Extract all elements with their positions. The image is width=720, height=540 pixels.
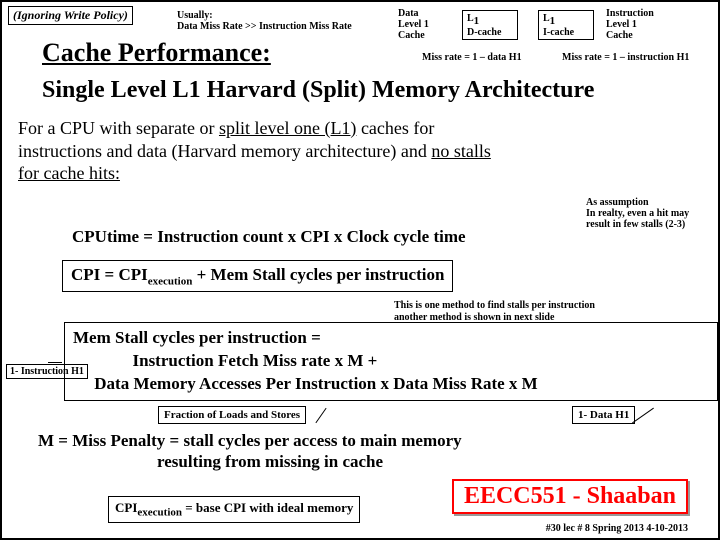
cpi-equation: CPI = CPIexecution + Mem Stall cycles pe… (62, 260, 453, 292)
instr-h1-box: 1- Instruction H1 (6, 364, 88, 379)
cpu-time-eq: CPUtime = Instruction count x CPI x Cloc… (72, 227, 466, 247)
data-h1-box: 1- Data H1 (572, 406, 635, 424)
ignore-policy-note: (Ignoring Write Policy) (8, 6, 133, 25)
body-text: For a CPU with separate or split level o… (18, 117, 706, 185)
title-1: Cache Performance: (42, 38, 271, 68)
connector-line-1 (48, 362, 62, 363)
data-cache-label: Data Level 1 Cache (394, 6, 433, 43)
connector-line-2 (315, 408, 326, 423)
assumption-note: As assumption In realty, even a hit may … (586, 197, 708, 230)
dcache-box: L1 D-cache (462, 10, 518, 40)
instr-cache-label: Instruction Level 1 Cache (602, 6, 658, 43)
usually-note: Usually: Data Miss Rate >> Instruction M… (177, 10, 352, 32)
miss-penalty-text: M = Miss Penalty = stall cycles per acce… (38, 430, 678, 473)
miss-rate-data: Miss rate = 1 – data H1 (422, 52, 522, 63)
slide-footer: #30 lec # 8 Spring 2013 4-10-2013 (546, 523, 688, 534)
method-note: This is one method to find stalls per in… (394, 300, 674, 323)
mem-stall-box: Mem Stall cycles per instruction = Instr… (64, 322, 718, 401)
miss-rate-instr: Miss rate = 1 – instruction H1 (562, 52, 689, 63)
title-2: Single Level L1 Harvard (Split) Memory A… (42, 77, 594, 104)
connector-line-3 (632, 408, 654, 424)
base-cpi-box: CPIexecution = base CPI with ideal memor… (108, 496, 360, 523)
icache-box: L1 I-cache (538, 10, 594, 40)
fraction-box: Fraction of Loads and Stores (158, 406, 306, 424)
course-badge: EECC551 - Shaaban (452, 479, 688, 514)
usually-l1: Usually: (177, 10, 213, 21)
usually-l2: Data Miss Rate >> Instruction Miss Rate (177, 21, 352, 32)
